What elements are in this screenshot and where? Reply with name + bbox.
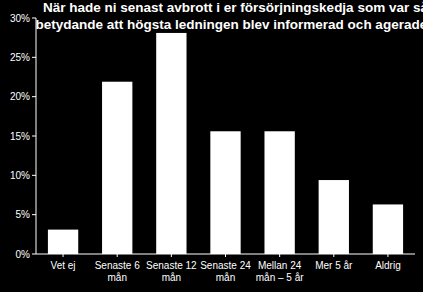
y-tick (32, 136, 36, 137)
y-tick (32, 57, 36, 58)
bar (102, 82, 132, 254)
bar (264, 131, 294, 254)
x-tick (225, 254, 226, 257)
y-tick-label: 10% (10, 170, 30, 181)
x-tick (333, 254, 334, 257)
y-tick (32, 175, 36, 176)
y-tick (32, 96, 36, 97)
x-tick-label: Senaste 6mån (95, 260, 140, 283)
y-tick-label: 0% (16, 249, 31, 260)
bar (210, 131, 240, 254)
bar (48, 230, 78, 254)
chart-svg: När hade ni senast avbrott i er försörjn… (0, 0, 423, 292)
x-tick (63, 254, 64, 257)
x-tick-label: Aldrig (375, 260, 401, 271)
y-tick (32, 18, 36, 19)
x-tick-label: Mer 5 år (315, 260, 353, 271)
bar (319, 180, 349, 254)
bar (156, 33, 186, 254)
y-tick (32, 254, 36, 255)
x-tick (387, 254, 388, 257)
x-tick (171, 254, 172, 257)
bars (48, 33, 403, 254)
x-tick-label: Senaste 24mån (200, 260, 251, 283)
chart-container: När hade ni senast avbrott i er försörjn… (0, 0, 423, 292)
y-tick-label: 25% (10, 52, 30, 63)
bar (373, 204, 403, 254)
y-tick-label: 5% (16, 209, 31, 220)
chart-title: betydande att högsta ledningen blev info… (36, 17, 423, 32)
y-tick (32, 214, 36, 215)
x-tick (117, 254, 118, 257)
y-tick-label: 30% (10, 13, 30, 24)
y-tick-label: 15% (10, 131, 30, 142)
x-tick-label: Senaste 12mån (146, 260, 197, 283)
x-tick-label: Vet ej (51, 260, 76, 271)
x-tick (279, 254, 280, 257)
chart-title: När hade ni senast avbrott i er försörjn… (43, 0, 423, 15)
background (0, 0, 423, 292)
x-tick-label: Mellan 24mån – 5 år (256, 260, 304, 283)
y-tick-label: 20% (10, 91, 30, 102)
